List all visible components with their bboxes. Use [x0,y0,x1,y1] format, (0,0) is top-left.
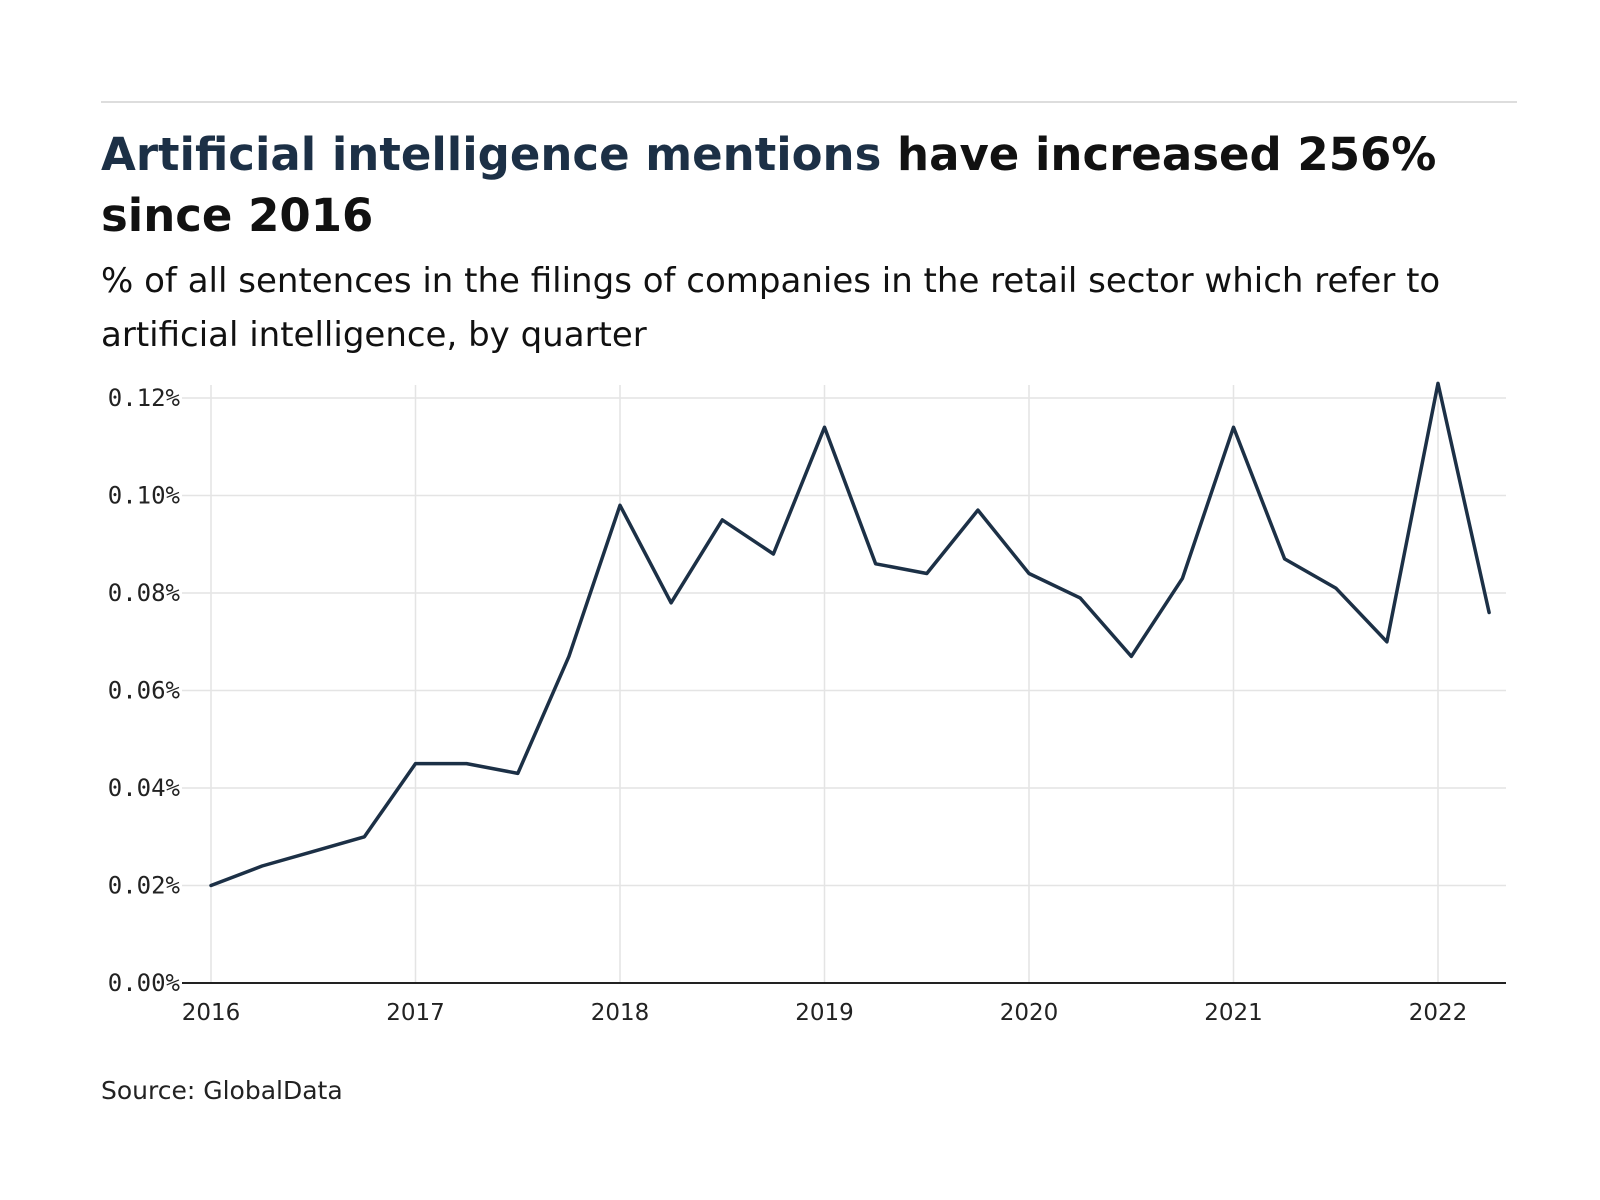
title-rest: have increased 256% since 2016 [101,128,1437,242]
x-tick-label: 2018 [591,1000,650,1026]
title-highlight: Artificial intelligence mentions [101,128,882,181]
y-tick-label: 0.10% [108,482,181,510]
y-tick-label: 0.02% [108,872,181,900]
y-tick-label: 0.06% [108,677,181,705]
axes: 0.00% 0.02% 0.04% 0.06% 0.08% 0.10% 0.12% 2016 2… [108,384,1506,1026]
gridlines [182,385,1506,983]
y-tick-label: 0.00% [108,969,181,997]
x-tick-label: 2016 [182,1000,241,1026]
source-note: Source: GlobalData [101,1076,343,1105]
y-tick-label: 0.12% [108,384,181,412]
y-tick-label: 0.04% [108,774,181,802]
x-tick-label: 2022 [1409,1000,1468,1026]
x-tick-label: 2019 [795,1000,854,1026]
series-line [209,381,1491,888]
chart-subtitle: % of all sentences in the filings of com… [101,261,1441,355]
top-divider [101,101,1517,103]
x-tick-label: 2017 [386,1000,445,1026]
chart-title: Artificial intelligence mentions have in… [101,124,1521,246]
x-tick-label: 2021 [1204,1000,1263,1026]
series-layer [209,381,1491,888]
x-tick-label: 2020 [1000,1000,1059,1026]
y-tick-label: 0.08% [108,579,181,607]
